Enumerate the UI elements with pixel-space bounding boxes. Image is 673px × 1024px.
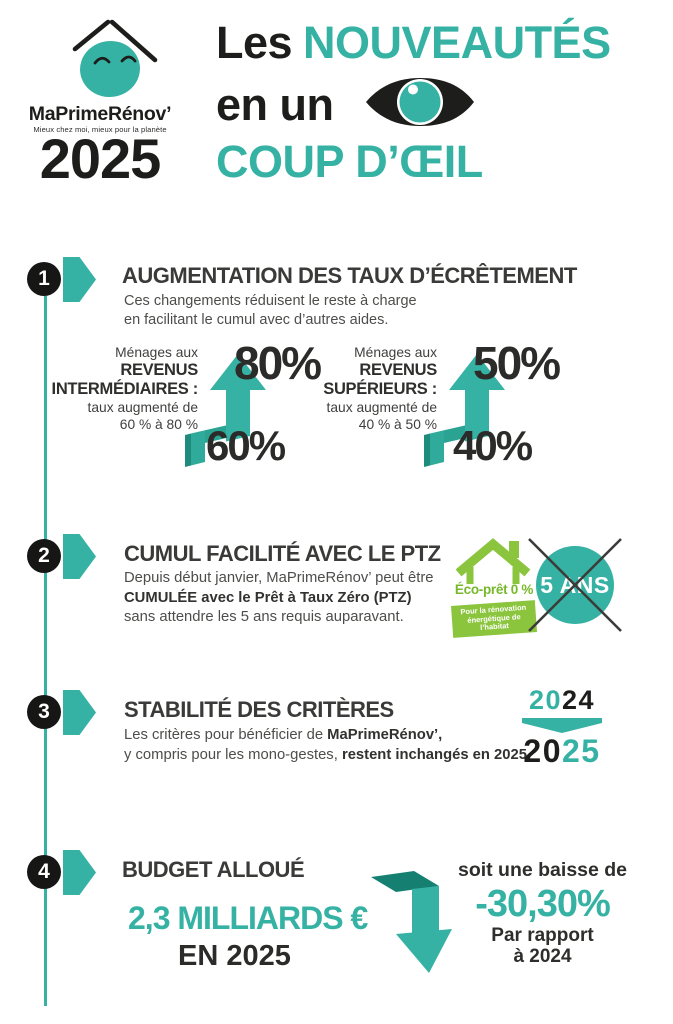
- budget-drop-block: soit une baisse de -30,30% Par rapport à…: [440, 858, 645, 967]
- chart-label: taux augmenté de: [326, 400, 437, 415]
- years-transition: 2024 2025: [514, 686, 610, 767]
- section-2-body-line3: sans attendre les 5 ans requis auparavan…: [124, 609, 404, 625]
- eye-icon: [366, 78, 474, 126]
- chart-label: taux augmenté de: [87, 400, 198, 415]
- timeline-line: [44, 296, 47, 1006]
- headline-line1-teal: NOUVEAUTÉS: [303, 17, 611, 68]
- section-1-title: AUGMENTATION DES TAUX D’ÉCRÊTEMENT: [122, 263, 577, 288]
- rate-new-value: 50%: [473, 337, 561, 389]
- section-2-body: Depuis début janvier, MaPrimeRénov’ peut…: [124, 569, 434, 628]
- chart-label: Ménages aux: [354, 345, 437, 360]
- section-3-number-badge: 3: [27, 695, 61, 729]
- house-logo-icon: [72, 19, 158, 98]
- rate-chart-superior-labels: Ménages aux REVENUS SUPÉRIEURS : taux au…: [263, 344, 437, 433]
- section-2-title: CUMUL FACILITÉ AVEC LE PTZ: [124, 541, 441, 566]
- chart-label: Ménages aux: [115, 345, 198, 360]
- section-3-title: STABILITÉ DES CRITÈRES: [124, 697, 394, 722]
- chart-label: INTERMÉDIAIRES :: [51, 380, 199, 398]
- step-up-arrow-icon: [424, 354, 505, 467]
- eco-pret-banner: Pour la rénovation énergétique de l’habi…: [451, 600, 537, 638]
- rate-chart-intermediate-labels: Ménages aux REVENUS INTERMÉDIAIRES : tau…: [38, 344, 199, 433]
- rate-old-value: 40%: [453, 422, 533, 469]
- section-4-chevron-icon: [63, 850, 96, 895]
- step-up-arrow-icon: [185, 354, 266, 467]
- brand-name: MaPrimeRénov’: [28, 103, 172, 125]
- section-3-body-line1-bold: MaPrimeRénov’,: [327, 727, 443, 743]
- rate-chart-intermediate: Ménages aux REVENUS INTERMÉDIAIRES : tau…: [38, 337, 323, 474]
- brand-year: 2025: [39, 127, 162, 190]
- chart-label: REVENUS: [359, 361, 437, 379]
- eco-pret-label: Éco-prêt 0 %: [454, 582, 534, 597]
- eco-pret-house-icon: [455, 538, 531, 584]
- eco-pret-logo: Éco-prêt 0 % Pour la rénovation énergéti…: [450, 534, 538, 642]
- chart-label: REVENUS: [120, 361, 198, 379]
- section-1-chevron-icon: [63, 257, 96, 302]
- section-3-body: Les critères pour bénéficier de MaPrimeR…: [124, 726, 531, 765]
- rate-new-value: 80%: [234, 337, 322, 389]
- drop-note-line1: Par rapport: [491, 925, 594, 946]
- section-1-body-line1: Ces changements réduisent le reste à cha…: [124, 293, 417, 309]
- budget-year: EN 2025: [178, 940, 291, 972]
- cross-out-icon: [528, 538, 622, 632]
- budget-drop-arrow-icon: [371, 871, 452, 973]
- drop-value: -30,30%: [475, 883, 611, 925]
- section-3-body-line2: y compris pour les mono-gestes,: [124, 746, 342, 763]
- chart-label: 60 % à 80 %: [119, 417, 198, 432]
- section-3-body-line2-bold: restent inchangés en 2025.: [341, 746, 532, 763]
- drop-note-line2: à 2024: [513, 946, 572, 967]
- five-years-badge: 5 ANS: [528, 538, 622, 632]
- section-2-body-line2: CUMULÉE avec le Prêt à Taux Zéro (PTZ): [124, 589, 412, 606]
- drop-intro: soit une baisse de: [457, 859, 628, 881]
- section-1-number-badge: 1: [27, 262, 61, 296]
- year-2024: 2024: [528, 685, 596, 715]
- rate-chart-superior: Ménages aux REVENUS SUPÉRIEURS : taux au…: [263, 337, 561, 474]
- section-4-title: BUDGET ALLOUÉ: [122, 857, 305, 882]
- headline-line2: en un: [216, 79, 334, 130]
- years-down-chevron-icon: [522, 718, 602, 733]
- section-1-body-line2: en facilitant le cumul avec d’autres aid…: [124, 311, 389, 328]
- headline-line3: COUP D’ŒIL: [216, 136, 483, 187]
- headline-line1: Les NOUVEAUTÉS: [216, 20, 611, 66]
- chart-label: 40 % à 50 %: [358, 417, 437, 432]
- section-1-body: Ces changements réduisent le reste à cha…: [124, 292, 417, 329]
- section-2-chevron-icon: [63, 534, 96, 579]
- headline-line1-black: Les: [216, 17, 293, 68]
- brand-tagline: Mieux chez moi, mieux pour la planète: [33, 125, 167, 134]
- rate-old-value: 60%: [206, 422, 286, 469]
- budget-amount: 2,3 MILLIARDS €: [128, 900, 368, 936]
- chart-label: SUPÉRIEURS :: [323, 380, 437, 398]
- year-2025: 2025: [523, 733, 601, 769]
- section-3-body-line1: Les critères pour bénéficier de: [124, 727, 328, 743]
- section-2-body-line1: Depuis début janvier, MaPrimeRénov’ peut…: [124, 570, 434, 586]
- section-3-chevron-icon: [63, 690, 96, 735]
- section-2-number-badge: 2: [27, 539, 61, 573]
- section-4-number-badge: 4: [27, 855, 61, 889]
